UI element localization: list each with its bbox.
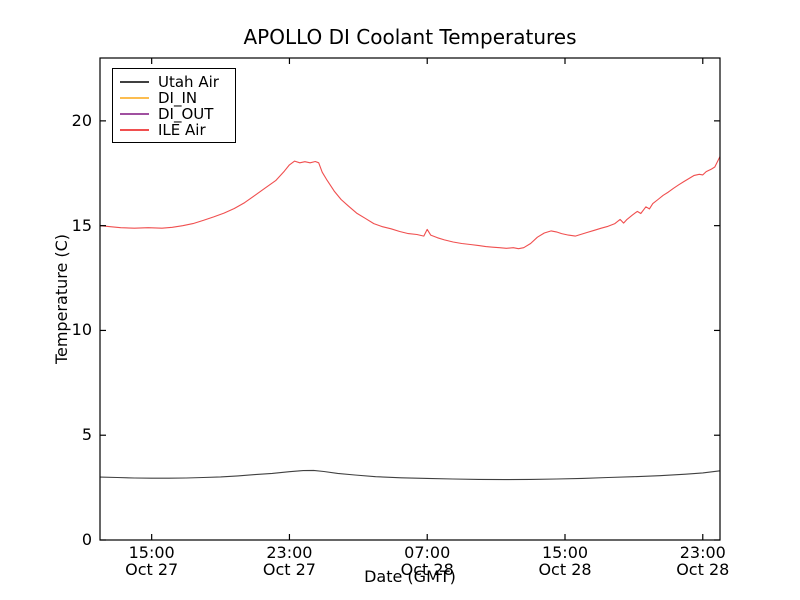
x-tick-time: 23:00 [679, 543, 726, 562]
legend-item-di-in: DI_IN [120, 90, 229, 106]
legend-item-ile-air: ILE Air [120, 122, 229, 138]
x-tick-label: 23:00 Oct 28 [633, 544, 773, 578]
legend-item-utah-air: Utah Air [120, 74, 229, 90]
legend-line-utah-air [120, 81, 149, 83]
legend-line-di-in [120, 97, 149, 99]
legend-item-di-out: DI_OUT [120, 106, 229, 122]
x-tick-time: 07:00 [404, 543, 451, 562]
y-tick-label: 10 [71, 320, 92, 340]
series-line-utah-air [99, 469, 721, 481]
legend-line-di-out [120, 113, 149, 115]
series-line-ile-air [99, 156, 721, 250]
x-axis-label: Date (GMT) [364, 567, 456, 586]
x-tick-label: 15:00 Oct 28 [495, 544, 635, 578]
legend-label-ile-air: ILE Air [158, 121, 206, 139]
y-tick-label: 0 [81, 530, 92, 549]
x-tick-label: 15:00 Oct 27 [82, 544, 222, 578]
axes-frame [99, 57, 721, 541]
y-tick-label: 5 [81, 425, 92, 445]
x-tick-date: Oct 27 [262, 560, 316, 579]
legend-line-ile-air [120, 129, 149, 131]
legend: Utah Air DI_IN DI_OUT ILE Air [112, 68, 236, 143]
x-tick-label: 23:00 Oct 27 [219, 544, 359, 578]
y-tick-label: 20 [71, 110, 92, 130]
x-tick-time: 15:00 [541, 543, 589, 562]
legend-label-utah-air: Utah Air [158, 73, 219, 91]
chart-title: APOLLO DI Coolant Temperatures [243, 25, 577, 49]
legend-label-di-in: DI_IN [158, 89, 198, 107]
y-tick-label: 15 [71, 215, 92, 235]
x-tick-time: 23:00 [266, 543, 313, 562]
y-axis-label: Temperature (C) [52, 233, 71, 365]
x-tick-date: Oct 28 [676, 560, 730, 579]
x-tick-label: 07:00 Oct 28 [357, 544, 497, 578]
x-tick-time: 15:00 [128, 543, 175, 562]
x-tick-date: Oct 28 [400, 560, 454, 579]
legend-label-di-out: DI_OUT [158, 105, 214, 123]
x-tick-date: Oct 28 [538, 560, 592, 579]
x-tick-date: Oct 27 [125, 560, 179, 579]
